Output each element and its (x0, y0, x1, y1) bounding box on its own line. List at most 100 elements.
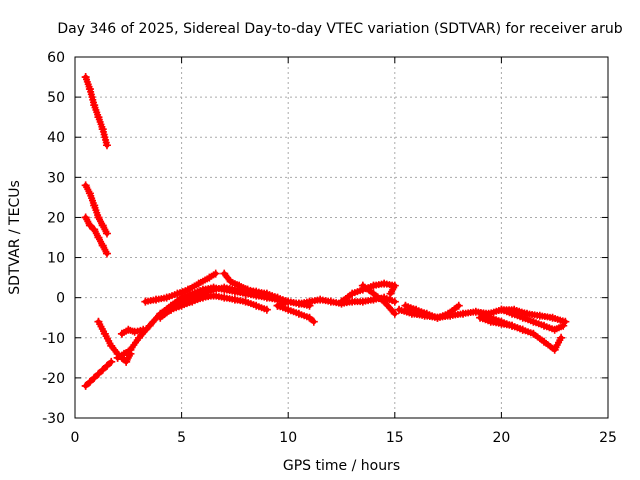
y-tick-label: -30 (42, 411, 65, 427)
series-arc-4 (81, 357, 116, 390)
data-point (209, 291, 218, 300)
y-tick-label: 40 (47, 130, 65, 146)
data-point (305, 297, 314, 306)
data-point (252, 287, 261, 296)
data-point (262, 289, 271, 298)
data-point (326, 297, 335, 306)
data-point (273, 301, 282, 310)
x-axis-label: GPS time / hours (283, 458, 400, 474)
x-tick-label: 20 (492, 430, 510, 446)
data-point (529, 329, 538, 338)
plot-frame (74, 56, 609, 419)
data-point (81, 181, 90, 190)
data-point (486, 313, 495, 322)
y-tick-label: 0 (56, 291, 65, 307)
data-point (337, 297, 346, 306)
data-point (407, 309, 416, 318)
chart-title: Day 346 of 2025, Sidereal Day-to-day VTE… (57, 21, 622, 37)
data-point (401, 301, 410, 310)
x-tick-label: 5 (177, 430, 186, 446)
data-point (194, 279, 203, 288)
data-point (126, 345, 135, 354)
data-point (156, 313, 165, 322)
data-point (98, 221, 107, 230)
data-point (294, 299, 303, 308)
data-point (284, 305, 293, 314)
data-point (130, 327, 139, 336)
data-point (550, 325, 559, 334)
series-arc-7 (117, 325, 148, 338)
data-point (85, 221, 94, 230)
data-point (90, 225, 99, 234)
data-point (220, 269, 229, 278)
data-point (124, 325, 133, 334)
series-arc-2 (81, 181, 111, 238)
data-point (412, 305, 421, 314)
data-point (120, 349, 129, 358)
data-point (152, 295, 161, 304)
data-point (241, 297, 250, 306)
series-arc-10 (166, 291, 271, 314)
data-point (316, 295, 325, 304)
data-point (113, 353, 122, 362)
x-tick-label: 10 (279, 430, 297, 446)
data-point (243, 285, 252, 294)
axis-ticks: 0 5 10 15 20 25 -30 -20 -10 0 10 20 30 40 50 60 (42, 50, 617, 446)
data-point (94, 113, 103, 122)
data-point (107, 357, 116, 366)
data-point (81, 73, 90, 82)
data-point (395, 305, 404, 314)
data-point (422, 309, 431, 318)
data-point (81, 213, 90, 222)
data-point (497, 305, 506, 314)
data-point (390, 309, 399, 318)
data-point (369, 281, 378, 290)
data-point (117, 329, 126, 338)
y-tick-label: 50 (47, 90, 65, 106)
data-point (358, 297, 367, 306)
data-point (177, 301, 186, 310)
series-arc-9 (156, 283, 293, 322)
data-point (508, 321, 517, 330)
y-tick-label: 30 (47, 170, 65, 186)
data-point (369, 289, 378, 298)
data-point (162, 293, 171, 302)
data-point (459, 309, 468, 318)
data-point (230, 295, 239, 304)
y-tick-label: 10 (47, 251, 65, 267)
data-point (94, 233, 103, 242)
data-point (98, 365, 107, 374)
data-point (235, 281, 244, 290)
data-point (81, 381, 90, 390)
data-point (85, 377, 94, 386)
data-point (141, 297, 150, 306)
data-point (535, 311, 544, 320)
data-point (386, 289, 395, 298)
x-tick-label: 25 (599, 430, 617, 446)
grid (75, 57, 608, 418)
data-point (188, 297, 197, 306)
y-axis-label: SDTVAR / TECUs (7, 180, 23, 295)
data-point (226, 277, 235, 286)
data-point (518, 313, 527, 322)
data-point (220, 283, 229, 292)
series-arc-14 (337, 279, 399, 306)
data-point (85, 85, 94, 94)
data-point (94, 213, 103, 222)
data-point (102, 229, 111, 238)
data-point (183, 285, 192, 294)
data-point (561, 317, 570, 326)
series-arc-19 (497, 305, 568, 334)
data-point (94, 317, 103, 326)
data-point (98, 241, 107, 250)
series-arc-1 (81, 73, 111, 150)
y-tick-label: -10 (42, 331, 65, 347)
data-point (262, 305, 271, 314)
data-point (380, 279, 389, 288)
data-point (198, 293, 207, 302)
data-point (134, 333, 143, 342)
data-point (94, 369, 103, 378)
data-point (518, 325, 527, 334)
data-point (122, 357, 131, 366)
